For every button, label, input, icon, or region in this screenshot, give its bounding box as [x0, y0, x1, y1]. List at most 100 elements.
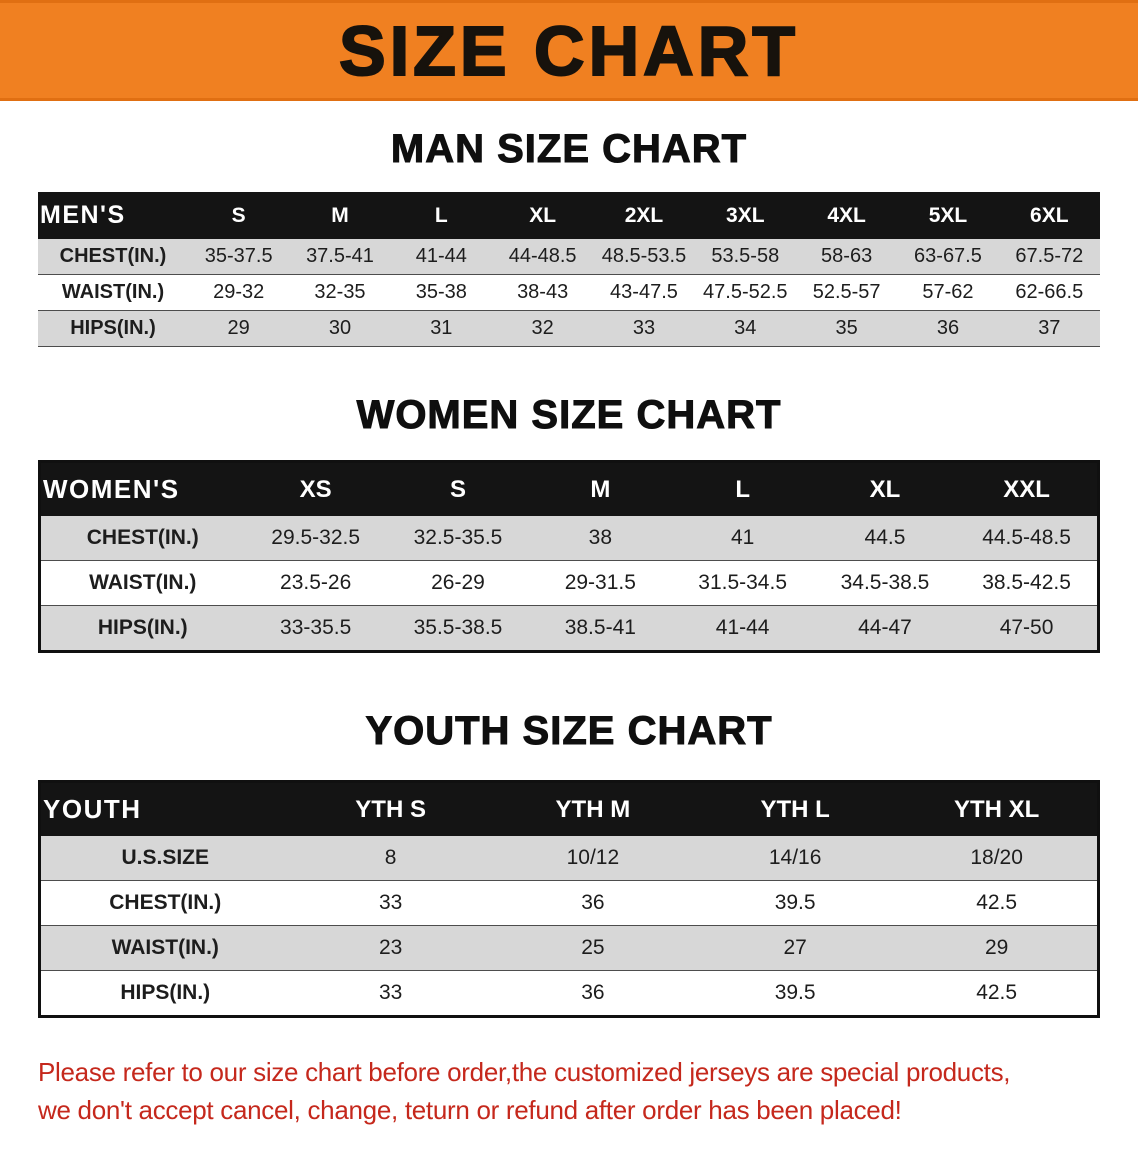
youth-size-section: YOUTH SIZE CHART YOUTH YTH S YTH M YTH L YTH…: [0, 709, 1138, 1018]
table-row: WAIST(IN.) 29-32 32-35 35-38 38-43 43-47.5 47.…: [38, 275, 1100, 311]
value-cell: 29-31.5: [564, 571, 636, 594]
size-header-cell: M: [289, 192, 391, 239]
women-size-table: WOMEN'S XS S M L XL XXL CHEST(IN.) 29.5-32.5 32.5…: [38, 460, 1100, 653]
row-label-cell: WAIST(IN.): [89, 571, 197, 594]
value-cell: 23: [289, 925, 492, 971]
value-cell: 38: [529, 516, 672, 561]
size-header-cell: M: [529, 461, 672, 516]
size-header-cell: 4XL: [795, 192, 898, 239]
table-title-cell: WOMEN'S: [39, 461, 245, 516]
value-cell: 44-48.5: [491, 239, 594, 275]
women-size-section: WOMEN SIZE CHART WOMEN'S XS S M L XL XXL CHEST(…: [0, 393, 1138, 653]
size-header-cell: 3XL: [694, 192, 796, 239]
footer-note-line-1: Please refer to our size chart before or…: [38, 1057, 1011, 1087]
value-cell: 25: [491, 925, 694, 971]
value-cell: 39.5: [774, 891, 816, 914]
men-size-table: MEN'S S M L XL 2XL 3XL 4XL 5XL 6XL CHEST(IN.) 35-37…: [38, 192, 1100, 347]
value-cell: 44-47: [813, 605, 957, 652]
value-cell: 38.5-41: [529, 605, 672, 652]
size-header-cell: YTH L: [694, 781, 897, 836]
table-row: CHEST(IN.) 35-37.5 37.5-41 41-44 44-48.5 48.5…: [38, 239, 1100, 275]
value-cell: 36: [581, 981, 605, 1004]
size-header-cell: XXL: [956, 461, 1099, 516]
table-header-row: MEN'S S M L XL 2XL 3XL 4XL 5XL 6XL: [38, 192, 1100, 239]
row-label-cell: HIPS(IN.): [38, 310, 188, 347]
table-row: WAIST(IN.) 23.5-26 26-29 29-31.5 31.5-34.5 34…: [39, 561, 1099, 606]
value-cell: 37.5-41: [289, 239, 391, 275]
value-cell: 27: [694, 925, 897, 971]
table-title-cell: MEN'S: [38, 192, 188, 239]
value-cell: 29: [188, 310, 290, 347]
value-cell: 67.5-72: [998, 239, 1100, 275]
value-cell: 35.5-38.5: [386, 605, 530, 652]
men-size-section: MAN SIZE CHART MEN'S S M L XL 2XL 3XL 4XL 5XL 6XL…: [0, 127, 1138, 347]
size-header-cell: L: [390, 192, 492, 239]
size-header-cell: YTH S: [289, 781, 492, 836]
value-cell: 41-44: [390, 239, 492, 275]
table-row: HIPS(IN.) 33 36 39.5 42.5: [39, 971, 1099, 1017]
value-cell: 47.5-52.5: [703, 281, 788, 303]
row-label-cell: CHEST(IN.): [38, 239, 188, 275]
value-cell: 38-43: [517, 281, 569, 303]
table-header-row: WOMEN'S XS S M L XL XXL: [39, 461, 1099, 516]
table-title-cell: YOUTH: [39, 781, 290, 836]
size-chart-banner: SIZE CHART: [0, 0, 1138, 101]
size-header-cell: XS: [244, 461, 387, 516]
row-label-cell: CHEST(IN.): [109, 891, 222, 914]
value-cell: 29: [896, 925, 1099, 971]
women-table-wrap: WOMEN'S XS S M L XL XXL CHEST(IN.) 29.5-32.5 32.5…: [38, 460, 1100, 653]
value-cell: 39.5: [774, 981, 816, 1004]
value-cell: 38.5-42.5: [982, 571, 1071, 594]
size-header-cell: S: [386, 461, 530, 516]
footer-note: Please refer to our size chart before or…: [38, 1054, 1138, 1129]
value-cell: 10/12: [491, 836, 694, 881]
value-cell: 23.5-26: [280, 571, 352, 594]
women-section-heading: WOMEN SIZE CHART: [356, 393, 782, 438]
value-cell: 44.5: [813, 516, 957, 561]
size-header-cell: S: [188, 192, 290, 239]
value-cell: 36: [897, 310, 999, 347]
row-label-cell: CHEST(IN.): [39, 516, 245, 561]
value-cell: 33: [593, 310, 695, 347]
table-header-row: YOUTH YTH S YTH M YTH L YTH XL: [39, 781, 1099, 836]
value-cell: 36: [581, 891, 605, 914]
value-cell: 43-47.5: [610, 281, 678, 303]
value-cell: 26-29: [431, 571, 485, 594]
value-cell: 35-37.5: [188, 239, 290, 275]
size-header-cell: XL: [813, 461, 957, 516]
value-cell: 58-63: [795, 239, 898, 275]
table-row: HIPS(IN.) 33-35.5 35.5-38.5 38.5-41 41-44 44-…: [39, 605, 1099, 652]
value-cell: 32: [491, 310, 594, 347]
value-cell: 33: [378, 891, 403, 914]
value-cell: 35-38: [415, 281, 467, 303]
value-cell: 33-35.5: [244, 605, 387, 652]
value-cell: 34: [694, 310, 796, 347]
men-section-heading: MAN SIZE CHART: [390, 127, 748, 172]
table-row: HIPS(IN.) 29 30 31 32 33 34 35 36 37: [38, 310, 1100, 347]
value-cell: 32.5-35.5: [386, 516, 530, 561]
youth-table-wrap: YOUTH YTH S YTH M YTH L YTH XL U.S.SIZE 8 10/12…: [38, 780, 1100, 1018]
value-cell: 53.5-58: [694, 239, 796, 275]
banner-title: SIZE CHART: [338, 11, 799, 90]
value-cell: 31.5-34.5: [698, 571, 788, 594]
value-cell: 41: [671, 516, 814, 561]
table-row: WAIST(IN.) 23 25 27 29: [39, 925, 1099, 971]
value-cell: 33: [378, 981, 403, 1004]
value-cell: 32-35: [314, 281, 366, 303]
row-label-cell: HIPS(IN.): [39, 605, 245, 652]
size-header-cell: YTH M: [491, 781, 694, 836]
value-cell: 62-66.5: [1015, 281, 1084, 303]
table-row: CHEST(IN.) 29.5-32.5 32.5-35.5 38 41 44.5 44.5…: [39, 516, 1099, 561]
table-row: U.S.SIZE 8 10/12 14/16 18/20: [39, 836, 1099, 881]
value-cell: 18/20: [896, 836, 1099, 881]
value-cell: 48.5-53.5: [593, 239, 695, 275]
youth-section-heading: YOUTH SIZE CHART: [365, 709, 773, 754]
value-cell: 42.5: [976, 891, 1018, 914]
value-cell: 30: [289, 310, 391, 347]
value-cell: 42.5: [976, 981, 1018, 1004]
row-label-cell: WAIST(IN.): [39, 925, 290, 971]
size-header-cell: 5XL: [897, 192, 999, 239]
value-cell: 35: [795, 310, 898, 347]
value-cell: 37: [998, 310, 1100, 347]
value-cell: 63-67.5: [897, 239, 999, 275]
